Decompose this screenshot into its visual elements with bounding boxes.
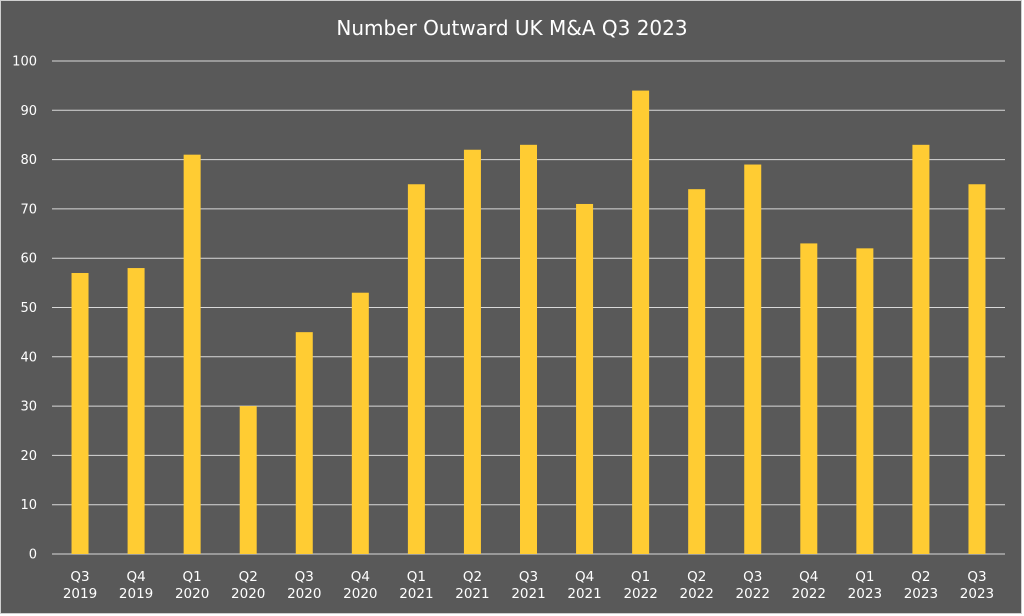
bar [239, 406, 257, 554]
x-tick-label-year: 2022 [679, 586, 713, 602]
y-tick-label: 0 [29, 548, 37, 563]
x-tick-label-quarter: Q2 [463, 569, 482, 585]
y-tick-label: 60 [20, 252, 37, 267]
chart-title: Number Outward UK M&A Q3 2023 [336, 16, 687, 40]
x-tick-label-quarter: Q2 [687, 569, 706, 585]
x-tick-label-quarter: Q1 [855, 569, 874, 585]
y-tick-label: 100 [12, 55, 37, 70]
y-tick-label: 90 [20, 104, 37, 119]
x-tick-label-year: 2022 [736, 586, 770, 602]
x-tick-label-year: 2021 [567, 586, 601, 602]
x-tick-label-year: 2020 [343, 586, 377, 602]
x-tick-label-quarter: Q4 [351, 569, 370, 585]
bar [183, 154, 201, 555]
y-axis-ticks: 0 10 20 30 40 50 60 70 80 90 100 [12, 55, 37, 563]
bar [968, 184, 986, 554]
x-tick-label-quarter: Q3 [295, 569, 314, 585]
x-tick-label-quarter: Q1 [407, 569, 426, 585]
bar [127, 268, 145, 554]
x-tick-label-year: 2023 [904, 586, 938, 602]
y-tick-label: 30 [20, 400, 37, 415]
y-tick-label: 10 [20, 498, 37, 513]
y-tick-label: 80 [20, 153, 37, 168]
x-tick-label-quarter: Q3 [519, 569, 538, 585]
x-tick-label-year: 2021 [455, 586, 489, 602]
x-tick-label-quarter: Q1 [631, 569, 650, 585]
y-tick-label: 40 [20, 350, 37, 365]
x-tick-label-quarter: Q2 [911, 569, 930, 585]
x-tick-label-year: 2019 [63, 586, 97, 602]
x-axis-ticks: Q32019Q42019Q12020Q22020Q32020Q42020Q120… [63, 569, 994, 602]
bar [463, 149, 481, 555]
x-tick-label-quarter: Q4 [799, 569, 818, 585]
y-tick-label: 50 [20, 301, 37, 316]
x-tick-label-quarter: Q3 [967, 569, 986, 585]
y-tick-label: 20 [20, 449, 37, 464]
bar [912, 144, 930, 554]
x-tick-label-year: 2023 [960, 586, 994, 602]
x-tick-label-quarter: Q4 [575, 569, 594, 585]
x-tick-label-year: 2020 [231, 586, 265, 602]
bar [632, 90, 650, 554]
x-tick-label-year: 2022 [792, 586, 826, 602]
bar [688, 189, 706, 554]
bar [576, 203, 594, 554]
x-tick-label-quarter: Q3 [70, 569, 89, 585]
y-tick-label: 70 [20, 202, 37, 217]
bar [351, 292, 369, 554]
x-tick-label-quarter: Q4 [126, 569, 145, 585]
bar [295, 332, 313, 554]
bars [71, 90, 986, 555]
x-tick-label-year: 2020 [287, 586, 321, 602]
bar [800, 243, 818, 554]
bar [744, 164, 762, 554]
bar [856, 248, 874, 554]
bar [71, 272, 89, 554]
x-tick-label-year: 2021 [399, 586, 433, 602]
x-tick-label-quarter: Q2 [239, 569, 258, 585]
bar [520, 144, 537, 554]
x-tick-label-year: 2022 [623, 586, 657, 602]
x-tick-label-quarter: Q1 [183, 569, 202, 585]
x-tick-label-year: 2021 [511, 586, 545, 602]
x-tick-label-year: 2023 [848, 586, 882, 602]
x-tick-label-quarter: Q3 [743, 569, 762, 585]
x-tick-label-year: 2020 [175, 586, 209, 602]
x-tick-label-year: 2019 [119, 586, 153, 602]
bar [407, 184, 425, 554]
